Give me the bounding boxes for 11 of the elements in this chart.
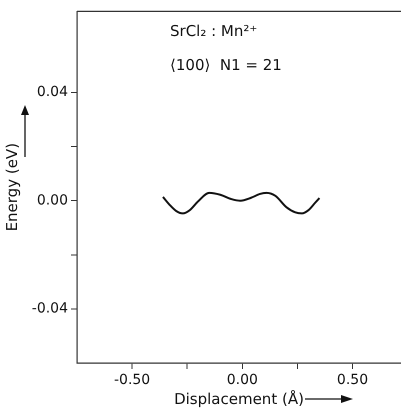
line-series (162, 192, 320, 214)
x-tick-label: -0.50 (114, 372, 150, 388)
y-tick-label: 0.00 (36, 192, 68, 208)
annotation: SrCl₂ : Mn²⁺ (170, 22, 258, 40)
annotation: ⟨100⟩ N1 = 21 (170, 56, 282, 74)
y-axis-title: Energy (eV) (2, 142, 21, 232)
y-tick-label: -0.04 (32, 300, 68, 317)
x-tick-label: 0.00 (226, 372, 258, 388)
x-axis-title: Displacement (Å) (174, 390, 304, 408)
y-tick-label: 0.04 (36, 84, 68, 100)
x-tick-label: 0.50 (336, 372, 368, 388)
